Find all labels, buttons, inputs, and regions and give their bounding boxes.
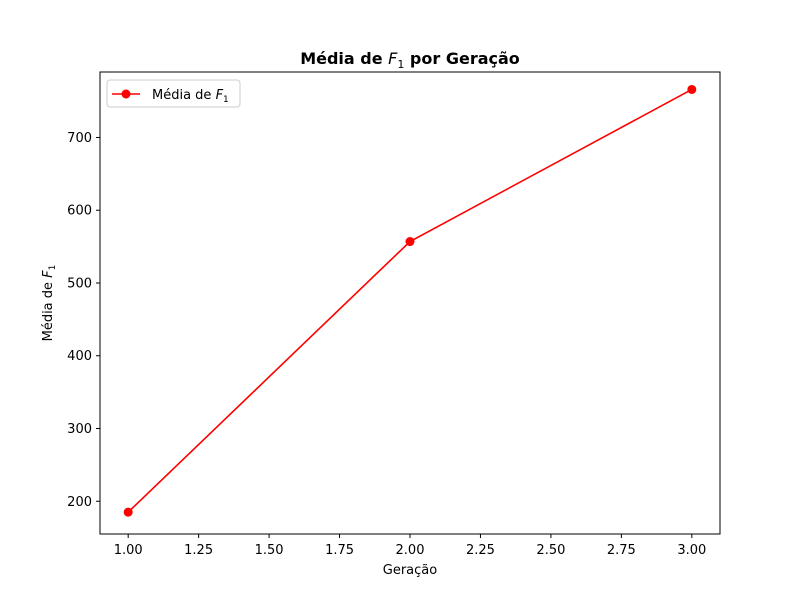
chart-title-prefix: Média de <box>300 49 388 68</box>
data-point <box>687 84 697 94</box>
y-axis-label-var: F <box>41 270 56 278</box>
x-axis: 1.00 1.25 1.50 1.75 2.00 2.25 2.50 2.75 3.00 <box>114 534 706 558</box>
y-axis: 200 300 400 500 600 700 <box>67 131 100 510</box>
x-tick-label: 1.25 <box>184 543 213 558</box>
x-axis-label: Geração <box>383 563 437 578</box>
chart-title-var: F <box>388 49 398 68</box>
y-axis-label-sub: 1 <box>48 265 58 271</box>
x-tick-label: 2.00 <box>396 543 425 558</box>
data-point <box>123 507 133 517</box>
chart-title-suffix: por Geração <box>404 49 519 68</box>
y-tick-label: 600 <box>67 204 92 219</box>
x-tick-label: 3.00 <box>677 543 706 558</box>
data-point <box>405 237 415 247</box>
x-tick-label: 2.75 <box>607 543 636 558</box>
y-axis-label: Média de F1 <box>41 265 58 342</box>
legend-label-sub: 1 <box>223 95 229 105</box>
y-tick-label: 200 <box>67 495 92 510</box>
legend-label-prefix: Média de <box>152 88 216 103</box>
y-tick-label: 500 <box>67 276 92 291</box>
legend-label-var: F <box>216 88 224 103</box>
x-tick-label: 2.50 <box>536 543 565 558</box>
y-axis-label-prefix: Média de <box>41 278 56 342</box>
y-tick-label: 300 <box>67 422 92 437</box>
legend-label: Média de F1 <box>152 88 229 105</box>
x-tick-label: 1.00 <box>114 543 143 558</box>
legend-box <box>106 79 241 108</box>
x-tick-label: 2.25 <box>466 543 495 558</box>
y-tick-label: 700 <box>67 131 92 146</box>
y-tick-label: 400 <box>67 349 92 364</box>
legend-marker <box>121 89 131 99</box>
x-tick-label: 1.50 <box>255 543 284 558</box>
chart-title: Média de F1 por Geração <box>300 49 520 71</box>
series-layer <box>123 84 697 517</box>
chart-title-sub: 1 <box>397 58 404 71</box>
x-tick-label: 1.75 <box>325 543 354 558</box>
legend: Média de F1 <box>106 79 241 108</box>
